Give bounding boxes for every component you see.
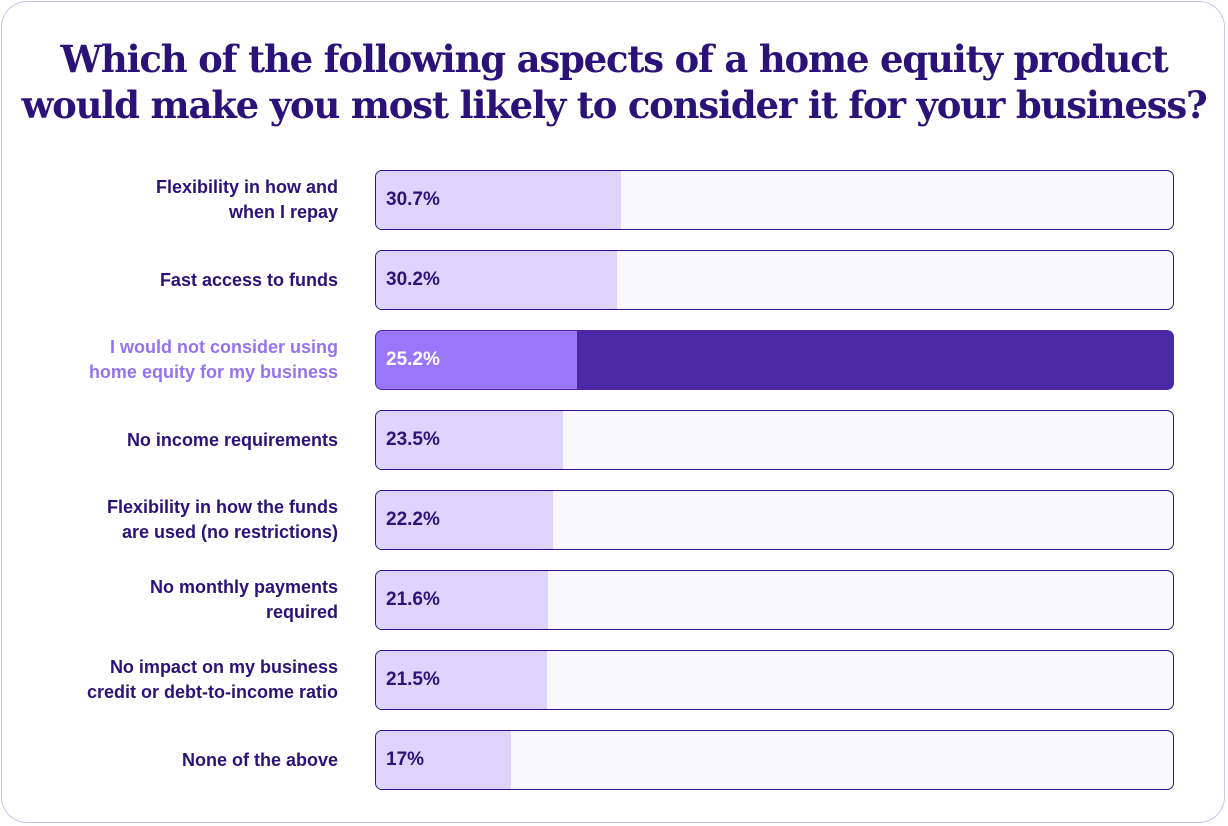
category-label: None of the above <box>30 730 338 790</box>
bar <box>376 651 547 709</box>
bar-row: I would not consider using home equity fo… <box>0 330 1228 390</box>
bar-value-label: 25.2% <box>386 349 440 370</box>
bar-value-label: 21.6% <box>386 589 440 610</box>
bar-value-label: 30.2% <box>386 269 440 290</box>
bar-value-label: 23.5% <box>386 429 440 450</box>
category-label-line: credit or debt-to-income ratio <box>86 682 338 702</box>
bar-track: 22.2% <box>375 490 1174 550</box>
category-label-line: when I repay <box>228 202 338 222</box>
category-label: I would not consider using home equity fo… <box>30 330 338 390</box>
category-label: No income requirements <box>30 410 338 470</box>
bar <box>376 571 548 629</box>
bar-value-label: 22.2% <box>386 509 440 530</box>
bar-track: 25.2% <box>375 330 1174 390</box>
category-label-line: No impact on my business <box>109 657 338 677</box>
bar <box>376 251 617 309</box>
category-label-line: Flexibility in how the funds <box>106 497 338 517</box>
category-label-line: home equity for my business <box>88 362 338 382</box>
category-label: Fast access to funds <box>30 250 338 310</box>
bar-track: 17% <box>375 730 1174 790</box>
bar-row: No monthly payments required 21.6% <box>0 570 1228 630</box>
chart-title: Which of the following aspects of a home… <box>0 36 1228 128</box>
category-label-line: are used (no restrictions) <box>121 522 338 542</box>
category-label-line: No income requirements <box>126 429 338 450</box>
category-label-line: I would not consider using <box>110 337 338 357</box>
chart-title-line: would make you most likely to consider i… <box>21 83 1207 127</box>
bar-row: Fast access to funds 30.2% <box>0 250 1228 310</box>
category-label: No impact on my business credit or debt-t… <box>30 650 338 710</box>
bar-row: Flexibility in how the funds are used (no… <box>0 490 1228 550</box>
bar <box>376 491 553 549</box>
category-label: Flexibility in how the funds are used (no… <box>30 490 338 550</box>
category-label: Flexibility in how and when I repay <box>30 170 338 230</box>
category-label-line: No monthly payments <box>149 577 338 597</box>
bar-row: None of the above 17% <box>0 730 1228 790</box>
bar <box>376 731 511 789</box>
bar <box>376 411 563 469</box>
bar-row: Flexibility in how and when I repay 30.7% <box>0 170 1228 230</box>
chart-title-line: Which of the following aspects of a home… <box>60 37 1169 81</box>
bar-track: 23.5% <box>375 410 1174 470</box>
category-label-line: Fast access to funds <box>159 269 338 290</box>
bar <box>376 171 621 229</box>
category-label-line: None of the above <box>181 749 338 770</box>
bar-track: 21.5% <box>375 650 1174 710</box>
category-label: No monthly payments required <box>30 570 338 630</box>
bar-value-label: 17% <box>386 749 425 770</box>
bar-track: 30.2% <box>375 250 1174 310</box>
bar-row: No income requirements 23.5% <box>0 410 1228 470</box>
bar-track: 21.6% <box>375 570 1174 630</box>
bar <box>376 331 577 389</box>
category-label-line: required <box>265 602 338 622</box>
bar-value-label: 30.7% <box>386 189 440 210</box>
bar-row: No impact on my business credit or debt-t… <box>0 650 1228 710</box>
bar-value-label: 21.5% <box>386 669 440 690</box>
bar-track: 30.7% <box>375 170 1174 230</box>
category-label-line: Flexibility in how and <box>155 177 338 197</box>
